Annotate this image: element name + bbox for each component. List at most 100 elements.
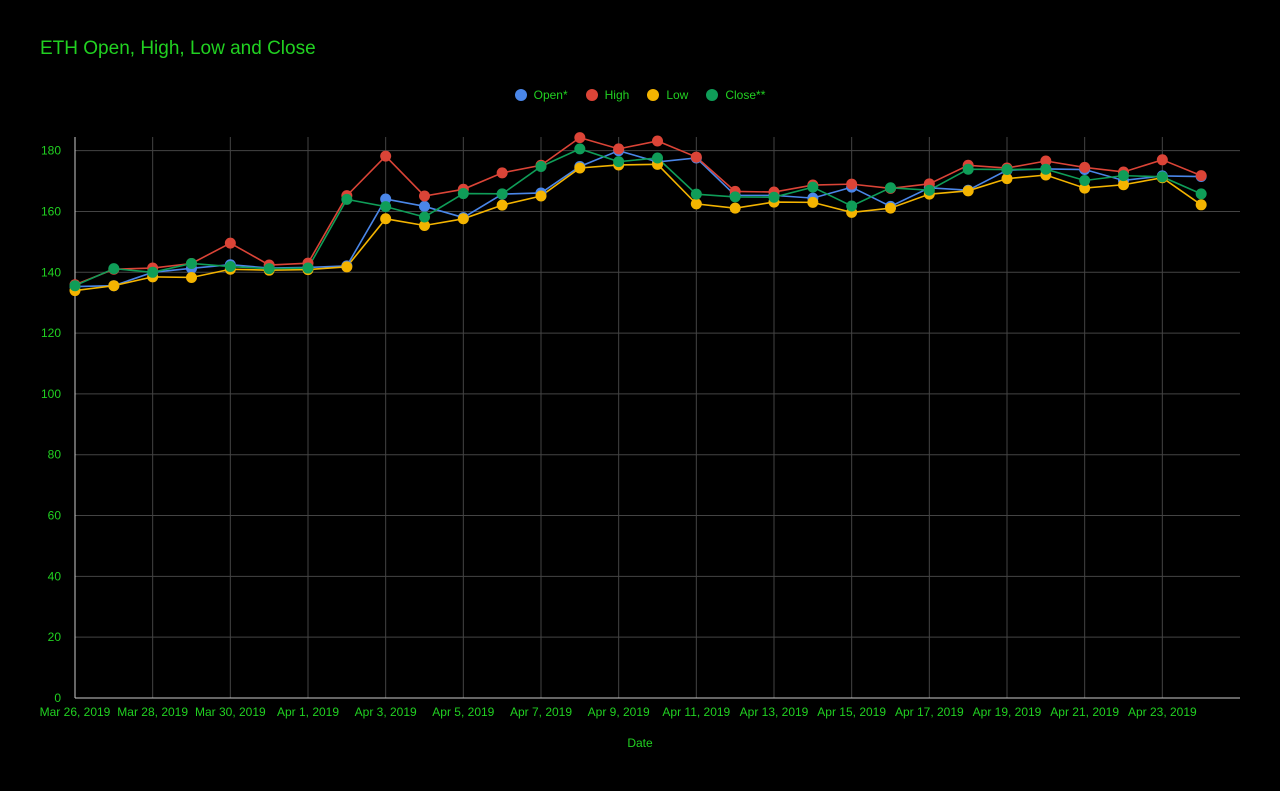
x-tick-label: Apr 7, 2019	[510, 705, 572, 719]
y-tick-label: 20	[48, 630, 62, 644]
x-tick-label: Apr 17, 2019	[895, 705, 964, 719]
data-point-close	[535, 160, 547, 172]
x-tick-label: Apr 21, 2019	[1050, 705, 1119, 719]
data-point-low	[1118, 179, 1129, 191]
y-tick-label: 40	[48, 569, 62, 583]
data-point-low	[885, 202, 896, 214]
x-tick-label: Mar 28, 2019	[117, 705, 188, 719]
data-point-high	[613, 143, 625, 155]
data-point-high	[574, 132, 586, 144]
data-point-high	[1195, 170, 1207, 182]
data-point-low	[962, 185, 974, 197]
x-tick-label: Apr 23, 2019	[1128, 705, 1197, 719]
legend-item-close[interactable]: Close**	[706, 88, 765, 102]
data-point-close	[1156, 171, 1168, 183]
data-point-low	[574, 162, 586, 174]
data-point-close	[1001, 164, 1013, 176]
data-point-low	[535, 190, 547, 202]
x-tick-label: Apr 3, 2019	[355, 705, 417, 719]
data-point-open	[419, 200, 430, 212]
data-point-close	[496, 188, 508, 200]
data-point-close	[729, 191, 741, 203]
data-point-high	[1079, 161, 1091, 173]
legend-item-high[interactable]: High	[585, 88, 630, 102]
data-point-close	[807, 181, 819, 193]
data-point-close	[690, 188, 702, 200]
data-point-low	[1079, 182, 1091, 194]
data-point-close	[1079, 174, 1091, 186]
data-point-close	[962, 163, 974, 175]
data-point-close	[224, 261, 236, 273]
data-point-close	[574, 143, 586, 155]
data-point-close	[1040, 163, 1052, 175]
x-tick-label: Apr 13, 2019	[740, 705, 809, 719]
data-point-close	[652, 152, 663, 164]
data-point-close	[147, 266, 159, 278]
x-tick-label: Apr 15, 2019	[817, 705, 886, 719]
data-point-low	[419, 219, 430, 231]
series-line-close	[74, 148, 1202, 287]
data-point-high	[652, 135, 663, 147]
data-point-low	[729, 202, 741, 214]
x-tick-label: Apr 9, 2019	[588, 705, 650, 719]
legend-label-open: Open*	[533, 88, 568, 102]
data-point-close	[186, 257, 197, 269]
data-point-close	[885, 182, 896, 194]
data-point-low	[1195, 199, 1207, 211]
data-point-low	[341, 261, 353, 273]
y-tick-label: 0	[54, 691, 61, 705]
data-point-low	[380, 213, 392, 225]
y-tick-label: 100	[41, 387, 61, 401]
data-point-close	[341, 193, 353, 205]
x-tick-label: Apr 1, 2019	[277, 705, 339, 719]
data-point-close	[302, 262, 314, 274]
data-point-close	[846, 200, 858, 212]
legend: Open* High Low Close**	[0, 88, 1280, 102]
data-point-close	[768, 191, 780, 203]
data-point-low	[496, 199, 508, 211]
y-tick-label: 60	[48, 509, 62, 523]
legend-label-low: Low	[666, 88, 689, 102]
data-point-close	[923, 184, 935, 196]
series-line-low	[74, 163, 1202, 292]
data-point-low	[186, 271, 197, 283]
data-point-close	[69, 280, 81, 292]
legend-item-open[interactable]: Open*	[514, 88, 568, 102]
data-point-close	[108, 263, 120, 275]
legend-label-close: Close**	[725, 88, 766, 102]
data-point-close	[263, 263, 275, 275]
data-point-close	[380, 201, 392, 213]
data-point-high	[496, 167, 508, 179]
data-point-low	[108, 280, 120, 292]
x-axis-label: Date	[627, 736, 653, 750]
y-tick-label: 140	[41, 265, 61, 279]
x-tick-label: Apr 5, 2019	[432, 705, 494, 719]
x-tick-label: Mar 26, 2019	[40, 705, 111, 719]
data-point-low	[457, 213, 469, 225]
data-point-open	[380, 193, 392, 205]
data-point-high	[690, 151, 702, 163]
y-tick-label: 160	[41, 204, 61, 218]
data-point-high	[846, 178, 858, 190]
data-point-high	[380, 150, 392, 162]
series-line-open	[74, 149, 1202, 288]
x-tick-label: Apr 11, 2019	[662, 705, 730, 719]
legend-marker-close	[706, 89, 719, 101]
data-point-high	[1040, 155, 1052, 167]
legend-item-low[interactable]: Low	[647, 88, 688, 102]
y-tick-label: 80	[48, 448, 62, 462]
series-line-high	[74, 136, 1202, 286]
data-point-close	[1195, 188, 1207, 200]
legend-marker-low	[647, 89, 660, 101]
data-point-low	[807, 196, 819, 208]
legend-label-high: High	[604, 88, 630, 102]
data-point-close	[419, 211, 430, 223]
data-point-high	[1156, 154, 1168, 166]
data-point-high	[224, 237, 236, 249]
data-point-close	[613, 156, 625, 168]
data-point-close	[457, 188, 469, 200]
chart-title: ETH Open, High, Low and Close	[40, 38, 316, 59]
data-point-low	[690, 198, 702, 210]
legend-marker-open	[514, 89, 527, 101]
